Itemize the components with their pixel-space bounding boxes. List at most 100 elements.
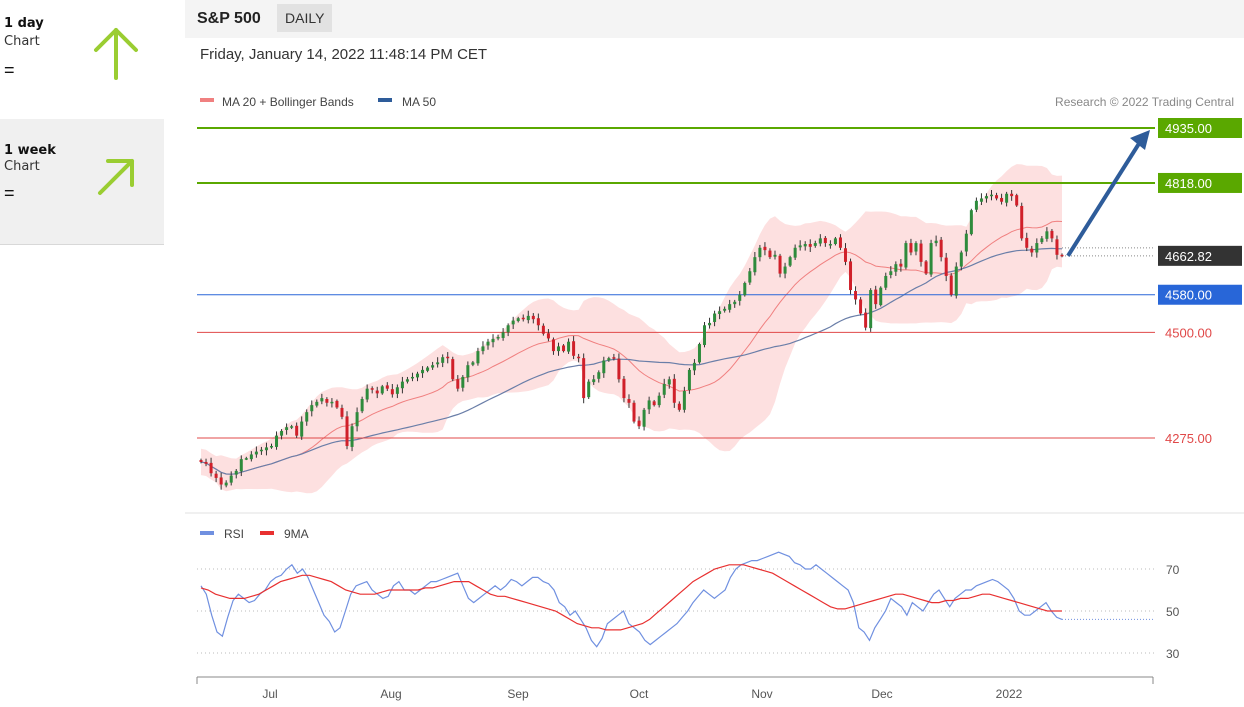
candle-body <box>506 325 510 333</box>
candle-body <box>355 412 359 427</box>
candle-body <box>843 248 847 262</box>
candle-body <box>410 376 414 379</box>
candle-body <box>813 243 817 246</box>
sidebar-card-label: Chart <box>4 34 40 49</box>
candle-body <box>979 198 983 202</box>
symbol-title: S&P 500 <box>197 10 261 27</box>
candle-body <box>788 257 792 266</box>
candle-body <box>914 243 918 252</box>
candle-body <box>511 320 515 325</box>
candle-body <box>310 405 314 412</box>
candle-body <box>708 322 712 326</box>
candle-body <box>859 299 863 314</box>
candle-body <box>390 389 394 395</box>
candle-body <box>924 261 928 274</box>
candle-body <box>562 345 566 352</box>
candle-body <box>204 461 208 464</box>
candle-body <box>949 275 953 295</box>
candle-body <box>1010 193 1014 197</box>
rsi-legend-swatch <box>200 531 214 535</box>
target-level-marker <box>1158 118 1242 138</box>
candle-body <box>556 346 560 352</box>
candle-body <box>612 357 616 359</box>
candle-body <box>753 257 757 273</box>
ma20-legend-label: MA 20 + Bollinger Bands <box>222 95 354 109</box>
candle-body <box>652 401 656 406</box>
candle-body <box>395 387 399 394</box>
candle-body <box>219 477 223 485</box>
candle-body <box>441 357 445 363</box>
candle-body <box>209 462 213 474</box>
candle-body <box>436 362 440 365</box>
candle-body <box>904 243 908 268</box>
candle-body <box>728 304 732 310</box>
candle-body <box>667 379 671 385</box>
candle-body <box>984 196 988 199</box>
candle-body <box>929 243 933 275</box>
candle-body <box>516 318 520 322</box>
candle-body <box>214 473 218 478</box>
candle-body <box>1000 197 1004 202</box>
target-level-label: 4818.00 <box>1165 176 1212 191</box>
candle-body <box>476 351 480 364</box>
candle-body <box>793 247 797 258</box>
support-level-label: 4580.00 <box>1165 288 1212 303</box>
ma9-legend-label: 9MA <box>284 527 309 541</box>
x-tick-label: Sep <box>507 687 529 701</box>
candle-body <box>269 445 273 448</box>
candle-body <box>662 383 666 395</box>
candle-body <box>244 458 248 460</box>
candle-body <box>969 210 973 235</box>
rsi-tick-label: 50 <box>1166 605 1180 619</box>
sidebar-card-1-week[interactable]: 1 week Chart = <box>0 119 164 245</box>
candle-body <box>305 412 309 422</box>
target-arrow <box>1066 140 1142 257</box>
candle-body <box>491 338 495 343</box>
candle-body <box>416 373 420 378</box>
candle-body <box>647 400 651 410</box>
candle-body <box>995 195 999 199</box>
candle-body <box>335 400 339 408</box>
candle-body <box>370 388 374 390</box>
chart-header: S&P 500 DAILY <box>185 0 1244 38</box>
candle-body <box>738 294 742 301</box>
rsi-ma9-line <box>200 564 1062 631</box>
candle-body <box>375 390 379 394</box>
candle-body <box>521 317 525 320</box>
candle-body <box>1030 248 1034 253</box>
candle-body <box>400 381 404 389</box>
candle-body <box>592 379 596 383</box>
candle-body <box>697 344 701 363</box>
sidebar-card-1-day[interactable]: 1 day Chart = <box>0 0 164 118</box>
x-tick-label: Jul <box>262 687 277 701</box>
candle-body <box>1005 193 1009 203</box>
x-tick-label: 2022 <box>996 687 1023 701</box>
candle-body <box>546 333 550 339</box>
candle-body <box>818 238 822 244</box>
candle-body <box>385 385 389 389</box>
candle-body <box>526 315 530 321</box>
candle-body <box>295 425 299 436</box>
candle-body <box>990 194 994 197</box>
candle-body <box>587 381 591 398</box>
candle-body <box>682 391 686 410</box>
candle-body <box>466 365 470 378</box>
arrow-up-icon <box>94 28 138 80</box>
candle-body <box>471 362 475 365</box>
candle-body <box>718 311 722 314</box>
resistance-level-label: 4275.00 <box>1165 431 1212 446</box>
candle-body <box>229 475 233 483</box>
candle-body <box>964 233 968 252</box>
candle-body <box>1015 195 1019 206</box>
candle-body <box>889 271 893 276</box>
rsi-tick-label: 70 <box>1166 563 1180 577</box>
candle-body <box>1040 238 1044 243</box>
period-tab-daily[interactable]: DAILY <box>277 4 333 32</box>
research-credit: Research © 2022 Trading Central <box>1055 95 1234 109</box>
candle-body <box>259 449 263 452</box>
candle-body <box>1050 230 1054 239</box>
candle-body <box>1060 254 1064 257</box>
candle-body <box>577 356 581 359</box>
sidebar-card-trend: = <box>4 60 15 80</box>
